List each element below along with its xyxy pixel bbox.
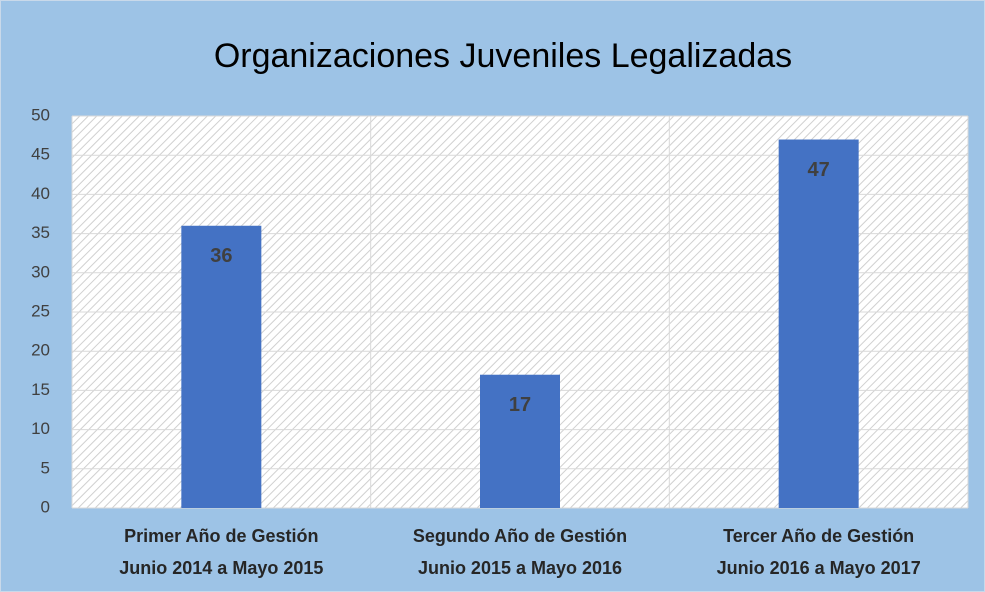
x-tick-label: Junio 2014 a Mayo 2015 xyxy=(119,558,323,578)
x-tick-label: Junio 2016 a Mayo 2017 xyxy=(717,558,921,578)
x-tick-label: Primer Año de Gestión xyxy=(124,526,318,546)
x-tick-label: Segundo Año de Gestión xyxy=(413,526,627,546)
bar xyxy=(181,225,262,508)
y-tick-label: 5 xyxy=(41,458,50,477)
y-tick-label: 0 xyxy=(41,497,50,516)
bar xyxy=(480,374,560,508)
y-tick-label: 15 xyxy=(31,380,50,399)
x-tick-label: Junio 2015 a Mayo 2016 xyxy=(418,558,622,578)
x-tick-label: Tercer Año de Gestión xyxy=(723,526,914,546)
y-tick-label: 25 xyxy=(31,301,50,320)
y-tick-label: 45 xyxy=(31,145,50,164)
y-tick-label: 10 xyxy=(31,419,50,438)
y-tick-label: 30 xyxy=(31,262,50,281)
data-label: 36 xyxy=(210,245,232,267)
y-tick-label: 20 xyxy=(31,341,50,360)
y-tick-label: 35 xyxy=(31,223,50,242)
bar xyxy=(778,139,859,508)
chart-title: Organizaciones Juveniles Legalizadas xyxy=(214,37,792,75)
data-label: 17 xyxy=(509,394,531,416)
y-tick-label: 50 xyxy=(31,105,50,124)
y-tick-label: 40 xyxy=(31,184,50,203)
data-label: 47 xyxy=(808,159,830,181)
